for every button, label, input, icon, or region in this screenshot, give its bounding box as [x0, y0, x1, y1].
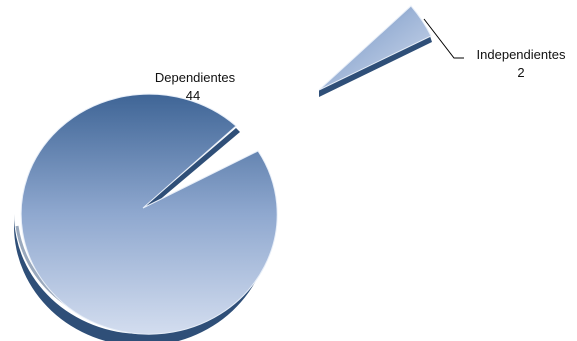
label-dependientes-value: 44: [186, 88, 200, 103]
slice-independientes-top: [318, 5, 432, 91]
leader-line-independientes: [423, 18, 464, 59]
slice-independientes: [318, 5, 432, 97]
slice-dependientes-top: [20, 93, 278, 335]
slice-independientes-side: [319, 36, 432, 97]
slice-dependientes: [14, 93, 278, 341]
slice-dependientes-cut-face: [143, 128, 240, 208]
label-independientes-category: Independientes: [477, 47, 566, 62]
label-dependientes-category: Dependientes: [155, 70, 236, 85]
label-independientes-value: 2: [517, 65, 524, 80]
